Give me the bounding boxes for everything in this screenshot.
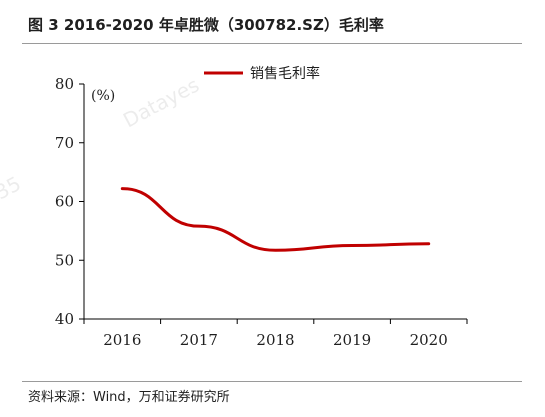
legend-label: 销售毛利率	[250, 65, 320, 82]
source-note: 资料来源：Wind，万和证券研究所	[28, 390, 230, 405]
y-tick-label: 70	[55, 134, 74, 152]
y-tick-label: 80	[55, 75, 74, 93]
y-unit-label: (%)	[91, 88, 115, 104]
x-tick-label: 2016	[103, 331, 141, 349]
watermark-fragment: 35	[0, 171, 25, 204]
watermark-text: Datayes	[119, 73, 203, 133]
series-layer	[120, 187, 431, 252]
axes: 40 50 60 70 80 2016 2017 2018 2019 2020	[55, 75, 468, 349]
x-tick-label: 2017	[180, 331, 218, 349]
x-tick-label: 2018	[256, 331, 294, 349]
legend: 销售毛利率	[204, 65, 320, 82]
title-divider	[22, 43, 522, 44]
series-line-gross-margin	[120, 187, 431, 252]
source-divider	[22, 381, 522, 382]
figure-title: 图 3 2016-2020 年卓胜微（300782.SZ）毛利率	[28, 16, 384, 34]
x-tick-label: 2019	[333, 331, 371, 349]
y-tick-label: 60	[55, 193, 74, 211]
y-tick-label: 50	[55, 251, 74, 269]
x-tick-label: 2020	[410, 331, 448, 349]
y-tick-label: 40	[55, 310, 74, 328]
